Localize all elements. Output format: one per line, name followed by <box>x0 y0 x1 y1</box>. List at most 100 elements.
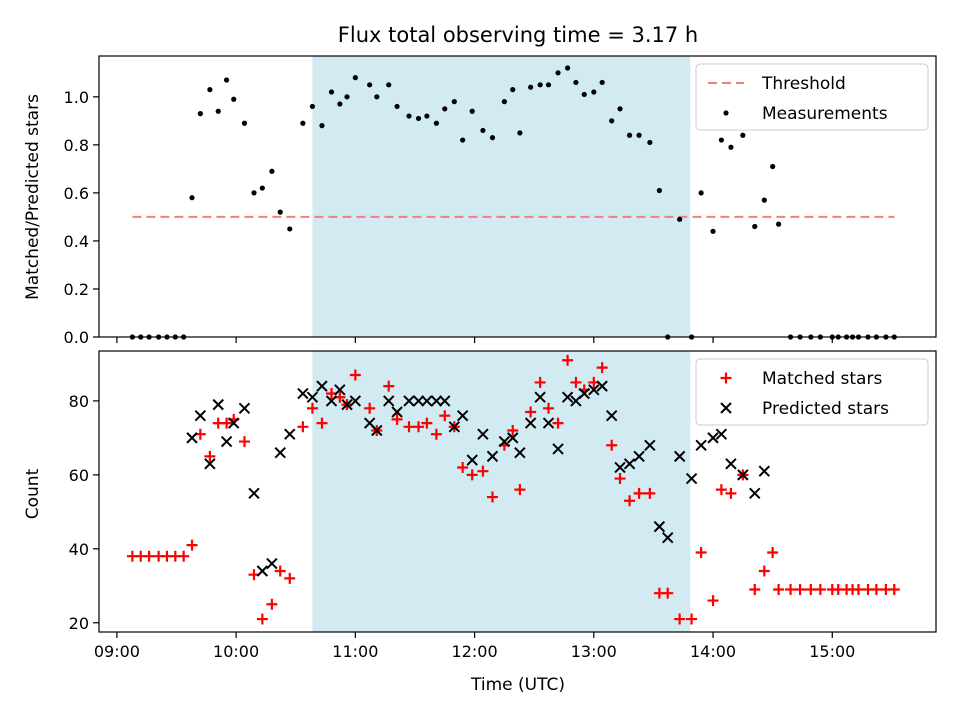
measurement-point <box>367 82 373 88</box>
legend-swatch-predicted <box>720 402 732 414</box>
measurement-point <box>609 118 615 124</box>
predicted-star-point <box>561 391 574 403</box>
matched-star-point <box>715 484 727 496</box>
measurement-point <box>647 139 653 146</box>
predicted-star-point <box>542 417 555 429</box>
predicted-star-point <box>588 384 600 396</box>
matched-star-point <box>413 421 425 433</box>
matched-star-point <box>349 369 361 381</box>
measurement-point <box>501 99 507 105</box>
measurement-point <box>337 101 343 107</box>
measurement-point <box>328 89 335 95</box>
measurement-point <box>386 82 392 88</box>
matched-star-point <box>758 565 770 577</box>
predicted-star-point <box>662 532 674 544</box>
predicted-star-point <box>391 406 403 418</box>
predicted-star-point <box>466 454 478 466</box>
y-tick-label: 60 <box>69 466 89 485</box>
measurement-point <box>374 94 380 100</box>
predicted-star-point <box>507 432 519 444</box>
legend-box <box>695 63 929 131</box>
predicted-star-point <box>238 402 251 415</box>
measurement-point <box>309 103 316 110</box>
measurement-point <box>215 108 221 114</box>
matched-star-point <box>306 402 318 414</box>
predicted-star-point <box>673 450 686 463</box>
matched-star-point <box>614 473 626 485</box>
axes-frame <box>98 350 937 633</box>
measurement-point <box>433 120 440 126</box>
matched-star-point <box>525 406 537 418</box>
matched-star-point <box>725 487 737 499</box>
measurement-point <box>207 87 213 93</box>
x-tick-label: 10:00 <box>213 642 259 661</box>
top-panel: 0.0 0.2 0.4 0.6 0.8 1.0 Threshold Measurements <box>64 55 937 347</box>
measurement-point <box>517 130 523 136</box>
predicted-star-point <box>306 391 319 403</box>
measurement-point <box>528 84 534 90</box>
measurement-point <box>636 132 642 138</box>
measurement-point <box>573 79 579 86</box>
matched-star-point <box>552 417 564 429</box>
matched-star-point <box>562 354 574 366</box>
y-tick-label: 0.8 <box>64 136 89 155</box>
matched-star-point <box>606 439 618 451</box>
matched-star-point <box>624 495 636 507</box>
predicted-star-point <box>334 384 346 396</box>
predicted-star-point <box>248 487 260 500</box>
measurement-point <box>626 132 633 138</box>
predicted-star-point <box>194 409 207 422</box>
measurement-point <box>277 209 283 215</box>
observing-interval-shade <box>312 351 691 632</box>
matched-star-point <box>514 484 526 496</box>
measurement-point <box>740 132 746 138</box>
measurement-point <box>480 127 486 134</box>
matched-star-point <box>773 583 785 595</box>
measurement-point <box>617 106 623 112</box>
matched-star-point <box>204 450 216 462</box>
matched-star-point <box>266 598 278 610</box>
matched-star-point <box>457 461 469 473</box>
measurement-point <box>776 221 782 227</box>
matched-star-point <box>749 583 761 595</box>
legend-label: Measurements <box>762 104 888 124</box>
measurement-point <box>300 120 306 126</box>
measurement-point <box>510 87 516 93</box>
matched-star-point <box>674 613 686 625</box>
measurement-point <box>394 103 400 110</box>
matched-star-point <box>430 428 442 440</box>
predicted-star-point <box>486 450 499 463</box>
predicted-star-point <box>707 432 719 444</box>
matched-star-point <box>421 417 433 429</box>
bottom-panel: 20 40 60 80 09:00 10:00 11:00 12:00 13:00 14:00 15… <box>69 350 937 661</box>
predicted-star-point <box>456 409 469 422</box>
measurement-point <box>770 163 776 170</box>
measurement-point <box>555 70 561 76</box>
matched-star-point <box>439 410 451 422</box>
matched-star-point <box>143 550 155 562</box>
predicted-star-point <box>204 458 216 470</box>
measurement-point <box>718 137 724 143</box>
bottom-y-axis-label: Count <box>23 468 43 519</box>
legend-label: Predicted stars <box>762 399 889 419</box>
measurement-point <box>269 168 275 174</box>
y-tick-label: 0.4 <box>64 232 89 251</box>
axes-frame <box>98 55 937 338</box>
predicted-star-point <box>653 520 666 533</box>
measurement-point <box>231 96 237 102</box>
matched-star-point <box>486 491 498 503</box>
predicted-star-point <box>737 469 749 481</box>
measurement-point <box>752 223 758 230</box>
chart-title: Flux total observing time = 3.17 h <box>338 23 698 47</box>
x-tick-label: 14:00 <box>690 642 736 661</box>
predicted-star-point <box>758 465 771 477</box>
y-tick-label: 80 <box>69 392 89 411</box>
matched-star-point <box>853 583 864 595</box>
measurement-point <box>451 99 457 105</box>
matched-star-point <box>785 583 797 595</box>
matched-star-point <box>794 583 806 595</box>
predicted-star-point <box>514 446 526 459</box>
matched-star-point <box>507 424 519 436</box>
measurement-point <box>489 135 496 141</box>
